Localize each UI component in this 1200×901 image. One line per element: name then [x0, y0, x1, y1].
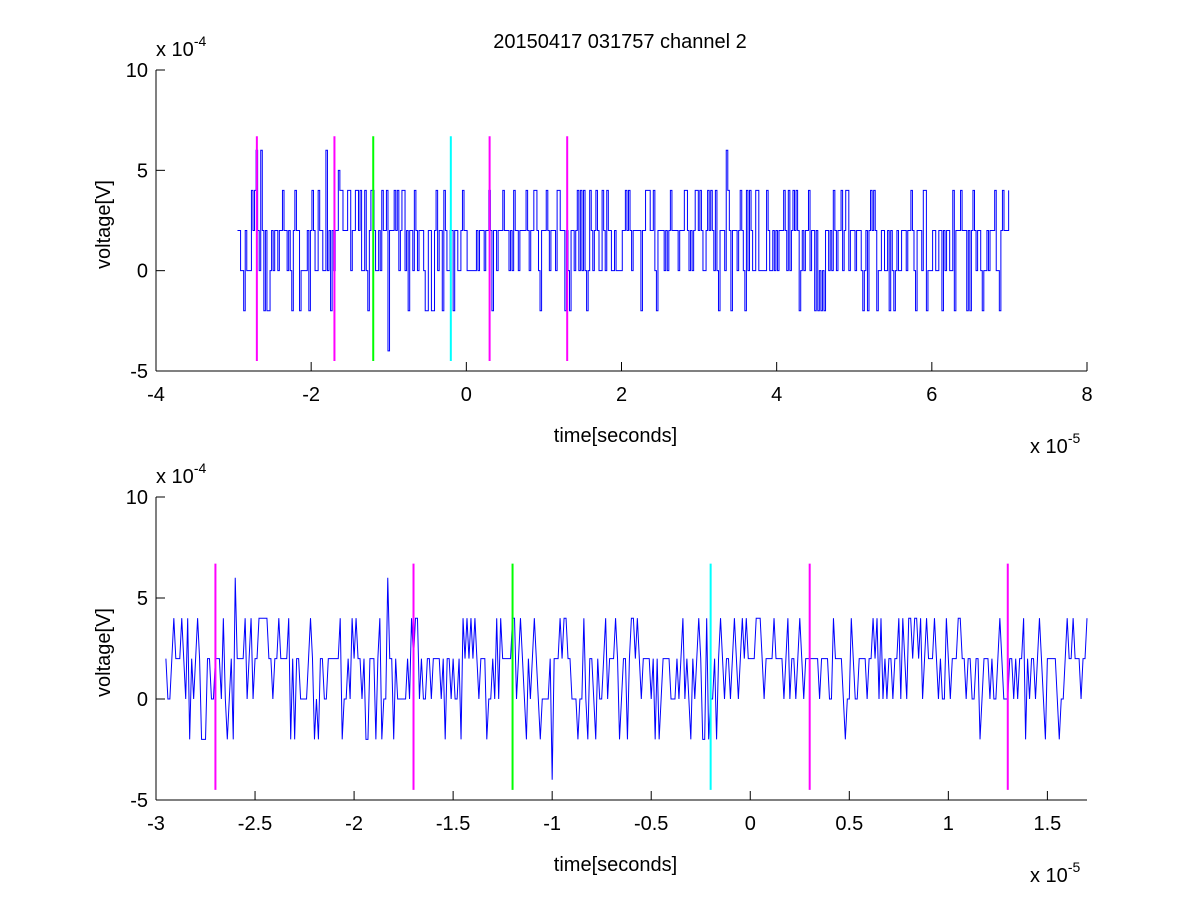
plot-top: -4 -2 0 2 4 6 8 -5 0 5 10 time[seconds] voltage[V] x … — [93, 33, 1093, 458]
signal-trace — [165, 577, 1088, 780]
plot-bottom: -3 -2.5 -2 -1.5 -1 -0.5 0 0.5 1 1.5 -5 0 5 10 time[sec… — [93, 460, 1088, 887]
y-tick-label: 5 — [137, 588, 148, 610]
x-tick-label: 2 — [616, 384, 627, 406]
y-tick-label: 0 — [137, 689, 148, 711]
x-tick-label: -2.5 — [238, 813, 272, 835]
y-tick-label: -5 — [130, 790, 148, 812]
y-tick-label: 5 — [137, 160, 148, 182]
x-tick-label: 6 — [926, 384, 937, 406]
figure-title: 20150417 031757 channel 2 — [493, 31, 747, 53]
y-tick-label: -5 — [130, 361, 148, 383]
x-tick-label: 4 — [771, 384, 782, 406]
x-tick-label: 0.5 — [835, 813, 863, 835]
x-tick-label: -0.5 — [634, 813, 668, 835]
x-tick-label: -2 — [345, 813, 363, 835]
x-axis-label: time[seconds] — [554, 425, 677, 447]
x-exponent-label: x 10-5 — [1030, 430, 1080, 458]
x-tick-label: 0 — [745, 813, 756, 835]
y-tick-label: 10 — [126, 60, 148, 82]
y-axis-label: voltage[V] — [93, 608, 115, 697]
x-exponent-label: x 10-5 — [1030, 859, 1080, 887]
x-tick-label: -1.5 — [436, 813, 470, 835]
x-axis-label: time[seconds] — [554, 854, 677, 876]
x-tick-label: 1 — [943, 813, 954, 835]
x-tick-label: -2 — [302, 384, 320, 406]
signal-trace — [237, 149, 1010, 352]
x-tick-label: 0 — [461, 384, 472, 406]
x-tick-label: -3 — [147, 813, 165, 835]
x-tick-label: 8 — [1081, 384, 1092, 406]
y-exponent-label: x 10-4 — [156, 460, 206, 488]
y-tick-label: 10 — [126, 487, 148, 509]
y-exponent-label: x 10-4 — [156, 33, 206, 61]
y-axis-label: voltage[V] — [93, 180, 115, 269]
x-tick-label: -1 — [543, 813, 561, 835]
y-tick-label: 0 — [137, 261, 148, 283]
x-tick-label: 1.5 — [1033, 813, 1061, 835]
x-tick-label: -4 — [147, 384, 165, 406]
